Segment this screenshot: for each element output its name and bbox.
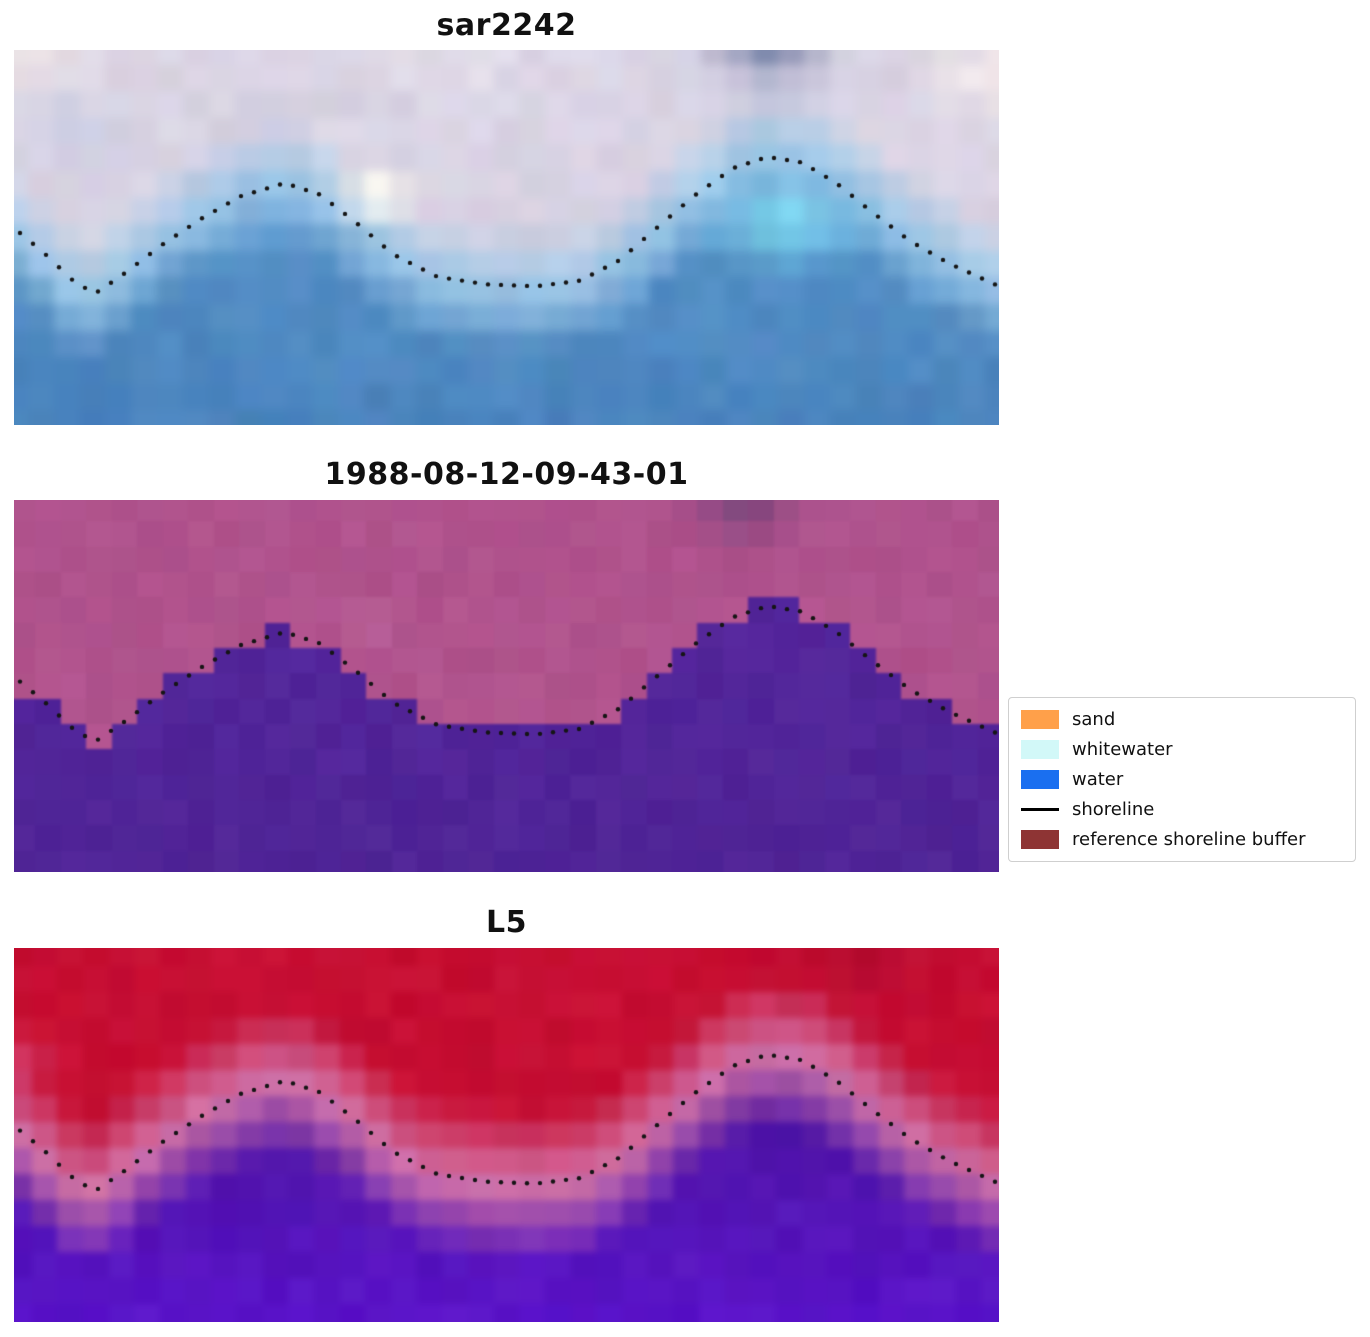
legend-label-reference-buffer: reference shoreline buffer xyxy=(1072,829,1306,850)
classified-image-panel xyxy=(14,500,999,872)
legend-label-water: water xyxy=(1072,769,1124,790)
legend-row-whitewater: whitewater xyxy=(1021,739,1343,760)
panel-title-l5: L5 xyxy=(486,905,527,940)
legend-row-sand: sand xyxy=(1021,709,1343,730)
legend-row-reference-buffer: reference shoreline buffer xyxy=(1021,829,1343,850)
legend-label-shoreline: shoreline xyxy=(1072,799,1155,820)
whitewater-swatch xyxy=(1021,740,1059,759)
legend-row-water: water xyxy=(1021,769,1343,790)
legend-row-shoreline: shoreline xyxy=(1021,799,1343,820)
panel-title-sar2242: sar2242 xyxy=(436,8,577,43)
l5-image-panel xyxy=(14,948,999,1322)
sar-image-panel xyxy=(14,50,999,425)
legend-label-whitewater: whitewater xyxy=(1072,739,1173,760)
sand-swatch xyxy=(1021,710,1059,729)
legend: sand whitewater water shoreline referenc… xyxy=(1008,697,1356,862)
water-swatch xyxy=(1021,770,1059,789)
reference-buffer-swatch xyxy=(1021,830,1059,849)
shoreline-line-swatch xyxy=(1021,808,1059,811)
panel-title-date: 1988-08-12-09-43-01 xyxy=(324,457,689,492)
legend-label-sand: sand xyxy=(1072,709,1116,730)
